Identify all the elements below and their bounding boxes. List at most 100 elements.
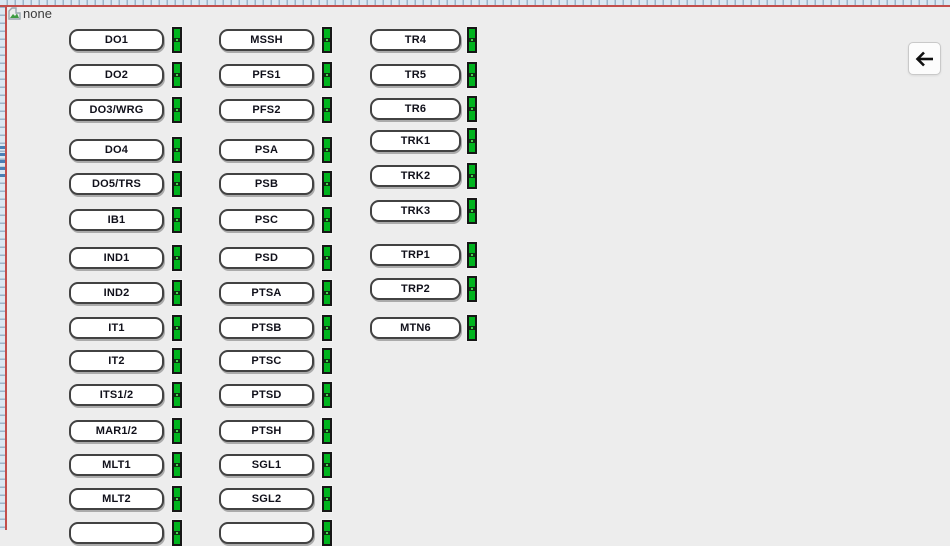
panel-button-mlt2[interactable]: MLT2	[69, 488, 164, 510]
led-indicator[interactable]	[172, 171, 182, 197]
led-indicator[interactable]	[322, 418, 332, 444]
led-indicator[interactable]	[467, 242, 477, 268]
led-indicator[interactable]	[467, 62, 477, 88]
led-indicator[interactable]	[172, 27, 182, 53]
led-indicator[interactable]	[322, 27, 332, 53]
panel-button-trk3[interactable]: TRK3	[370, 200, 461, 222]
panel-button-trp1[interactable]: TRP1	[370, 244, 461, 266]
led-slider-handle	[324, 182, 330, 186]
panel-button-psc[interactable]: PSC	[219, 209, 314, 231]
panel-button-mtn6[interactable]: MTN6	[370, 317, 461, 339]
panel-button-it1[interactable]: IT1	[69, 317, 164, 339]
led-indicator[interactable]	[172, 280, 182, 306]
led-indicator[interactable]	[322, 97, 332, 123]
led-indicator[interactable]	[172, 418, 182, 444]
led-indicator[interactable]	[172, 520, 182, 546]
led-slider-handle	[174, 429, 180, 433]
led-indicator[interactable]	[467, 128, 477, 154]
led-indicator[interactable]	[322, 171, 332, 197]
led-indicator[interactable]	[467, 276, 477, 302]
panel-button-label: MLT1	[102, 459, 131, 471]
led-indicator[interactable]	[322, 486, 332, 512]
led-indicator[interactable]	[172, 486, 182, 512]
panel-button-mar1-2[interactable]: MAR1/2	[69, 420, 164, 442]
panel-button-partial[interactable]	[219, 522, 314, 544]
panel-button-trk1[interactable]: TRK1	[370, 130, 461, 152]
panel-button-pfs1[interactable]: PFS1	[219, 64, 314, 86]
panel-button-label: IT2	[108, 355, 125, 367]
led-slider-handle	[469, 209, 475, 213]
led-indicator[interactable]	[172, 137, 182, 163]
led-indicator[interactable]	[172, 348, 182, 374]
panel-button-ptsc[interactable]: PTSC	[219, 350, 314, 372]
led-indicator[interactable]	[467, 163, 477, 189]
panel-button-ib1[interactable]: IB1	[69, 209, 164, 231]
panel-button-label: IND1	[103, 252, 130, 264]
panel-button-do1[interactable]: DO1	[69, 29, 164, 51]
panel-button-label: PFS1	[252, 69, 281, 81]
led-slider-handle	[324, 326, 330, 330]
panel-button-label: TRP1	[401, 249, 430, 261]
panel-button-psd[interactable]: PSD	[219, 247, 314, 269]
led-indicator[interactable]	[172, 382, 182, 408]
led-indicator[interactable]	[467, 96, 477, 122]
panel-button-it2[interactable]: IT2	[69, 350, 164, 372]
led-indicator[interactable]	[322, 280, 332, 306]
panel-button-do5-trs[interactable]: DO5/TRS	[69, 173, 164, 195]
led-indicator[interactable]	[322, 315, 332, 341]
panel-button-tr6[interactable]: TR6	[370, 98, 461, 120]
back-button[interactable]	[908, 42, 941, 75]
panel-button-ptsd[interactable]: PTSD	[219, 384, 314, 406]
panel-button-its1-2[interactable]: ITS1/2	[69, 384, 164, 406]
panel-button-partial[interactable]	[69, 522, 164, 544]
led-slider-handle	[174, 531, 180, 535]
panel-button-ind1[interactable]: IND1	[69, 247, 164, 269]
led-indicator[interactable]	[322, 452, 332, 478]
panel-button-label: PSB	[254, 178, 279, 190]
led-indicator[interactable]	[467, 27, 477, 53]
panel-button-trk2[interactable]: TRK2	[370, 165, 461, 187]
led-indicator[interactable]	[322, 348, 332, 374]
led-slider-handle	[174, 38, 180, 42]
panel-button-tr5[interactable]: TR5	[370, 64, 461, 86]
panel-button-do4[interactable]: DO4	[69, 139, 164, 161]
led-indicator[interactable]	[172, 245, 182, 271]
panel-button-ptsb[interactable]: PTSB	[219, 317, 314, 339]
panel-button-do2[interactable]: DO2	[69, 64, 164, 86]
led-slider-handle	[324, 38, 330, 42]
panel-button-ptsh[interactable]: PTSH	[219, 420, 314, 442]
led-slider-handle	[324, 73, 330, 77]
panel-button-tr4[interactable]: TR4	[370, 29, 461, 51]
panel-button-pfs2[interactable]: PFS2	[219, 99, 314, 121]
led-indicator[interactable]	[322, 62, 332, 88]
led-indicator[interactable]	[322, 520, 332, 546]
panel-button-sgl1[interactable]: SGL1	[219, 454, 314, 476]
led-indicator[interactable]	[322, 207, 332, 233]
led-indicator[interactable]	[467, 198, 477, 224]
panel-button-psa[interactable]: PSA	[219, 139, 314, 161]
led-slider-handle	[174, 393, 180, 397]
panel-button-label: ITS1/2	[99, 389, 134, 401]
missing-image-placeholder: none	[8, 6, 52, 21]
led-indicator[interactable]	[172, 97, 182, 123]
panel-button-sgl2[interactable]: SGL2	[219, 488, 314, 510]
led-slider-handle	[469, 73, 475, 77]
led-indicator[interactable]	[172, 315, 182, 341]
led-indicator[interactable]	[172, 207, 182, 233]
panel-button-mlt1[interactable]: MLT1	[69, 454, 164, 476]
led-slider-handle	[174, 359, 180, 363]
panel-button-do3-wrg[interactable]: DO3/WRG	[69, 99, 164, 121]
led-indicator[interactable]	[322, 382, 332, 408]
led-indicator[interactable]	[322, 245, 332, 271]
led-indicator[interactable]	[172, 62, 182, 88]
panel-button-label: TR4	[404, 34, 427, 46]
led-indicator[interactable]	[467, 315, 477, 341]
panel-button-mssh[interactable]: MSSH	[219, 29, 314, 51]
led-indicator[interactable]	[322, 137, 332, 163]
led-indicator[interactable]	[172, 452, 182, 478]
panel-button-ind2[interactable]: IND2	[69, 282, 164, 304]
panel-button-ptsa[interactable]: PTSA	[219, 282, 314, 304]
panel-button-label: IT1	[108, 322, 125, 334]
panel-button-psb[interactable]: PSB	[219, 173, 314, 195]
panel-button-trp2[interactable]: TRP2	[370, 278, 461, 300]
